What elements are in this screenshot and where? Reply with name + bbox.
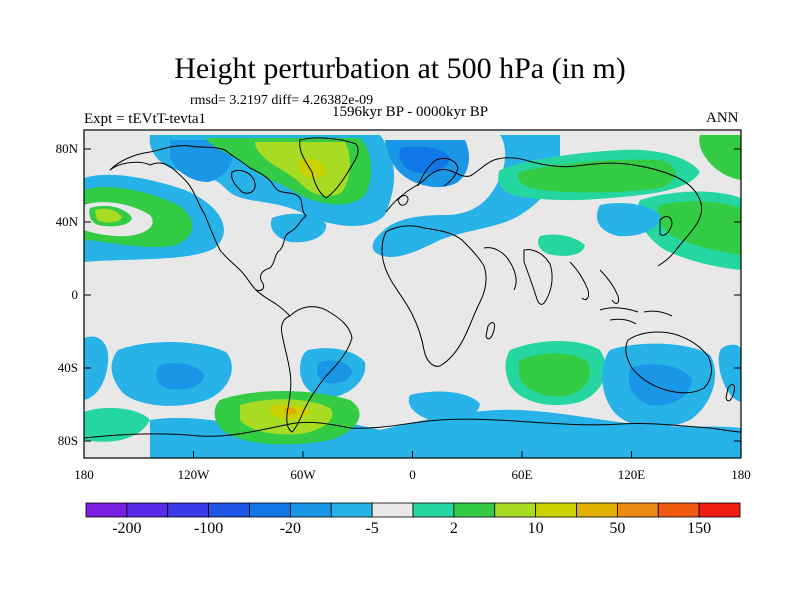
lon-label: 120E bbox=[618, 467, 646, 482]
lon-label: 60W bbox=[290, 467, 316, 482]
colorbar-swatch bbox=[126, 502, 169, 518]
coast-north-america bbox=[109, 145, 307, 291]
lon-label: 60E bbox=[512, 467, 533, 482]
colorbar-swatch bbox=[494, 502, 537, 518]
coast-madagascar bbox=[485, 322, 495, 340]
lat-label: 80N bbox=[56, 141, 79, 156]
chart-title: Height perturbation at 500 hPa (in m) bbox=[174, 52, 626, 85]
lon-label: 120W bbox=[178, 467, 211, 482]
colorbar-swatch bbox=[249, 502, 291, 518]
anomaly-sh-indian-green bbox=[518, 353, 590, 397]
coast-se-asia bbox=[569, 261, 619, 304]
anomaly-asia-green bbox=[538, 234, 585, 256]
colorbar-label: -100 bbox=[194, 520, 223, 537]
colorbar-swatch bbox=[698, 502, 741, 518]
anomaly-sh-atlantic-core bbox=[316, 360, 352, 384]
coast-uk bbox=[397, 195, 409, 206]
lat-label: 80S bbox=[58, 433, 78, 448]
lat-ticks bbox=[84, 148, 741, 442]
anomaly-atlantic-west bbox=[270, 213, 327, 243]
lon-label: 0 bbox=[409, 467, 416, 482]
colorbar-label: -200 bbox=[112, 520, 141, 537]
colorbar-swatch bbox=[453, 502, 496, 518]
coast-antarctica bbox=[84, 418, 741, 439]
colorbar-swatch bbox=[167, 502, 210, 518]
colorbar-label: 150 bbox=[687, 520, 711, 537]
lat-label: 40N bbox=[56, 214, 79, 229]
colorbar-label: 50 bbox=[609, 520, 625, 537]
season-label: ANN bbox=[706, 110, 739, 126]
coast-hudson bbox=[231, 169, 256, 194]
coast-new-zealand bbox=[725, 384, 735, 402]
coastlines bbox=[84, 137, 741, 439]
colorbar-swatch bbox=[85, 502, 128, 518]
lat-label: 0 bbox=[72, 287, 79, 302]
coast-indonesia bbox=[599, 307, 673, 325]
colorbar bbox=[85, 502, 741, 518]
coast-arabia-india bbox=[483, 247, 553, 305]
coast-europe bbox=[385, 157, 703, 267]
anomaly-sh-east-blue bbox=[718, 344, 741, 402]
colorbar-swatch bbox=[330, 502, 373, 518]
colorbar-swatch bbox=[208, 502, 250, 518]
anomaly-canada-dark bbox=[170, 140, 234, 182]
lat-label: 40S bbox=[58, 360, 78, 375]
colorbar-swatch bbox=[412, 502, 455, 518]
coast-greenland bbox=[299, 137, 359, 199]
colorbar-swatch bbox=[616, 502, 659, 518]
anomaly-siberia-light bbox=[517, 159, 676, 193]
anomaly-northeast-pacific-green bbox=[699, 135, 741, 180]
anomaly-np-yellow bbox=[95, 208, 122, 223]
lon-tick-labels: 180 120W 60W 0 60E 120E 180 bbox=[74, 467, 751, 482]
anomaly-sh-bottom-east-blue bbox=[408, 391, 480, 422]
anomaly-east-asia-blue bbox=[596, 203, 661, 237]
lon-ticks bbox=[83, 451, 742, 458]
colorbar-label: -20 bbox=[280, 520, 301, 537]
coast-australia bbox=[625, 331, 712, 394]
coast-japan bbox=[659, 216, 673, 236]
lat-tick-labels: 80N 40N 0 40S 80S bbox=[56, 141, 79, 448]
colorbar-label: -5 bbox=[365, 520, 378, 537]
anomaly-sh-pacific-core bbox=[156, 363, 204, 390]
lon-label: 180 bbox=[74, 467, 94, 482]
colorbar-label: 10 bbox=[528, 520, 544, 537]
colorbar-swatch bbox=[657, 502, 700, 518]
coast-scandinavia bbox=[417, 157, 459, 187]
anomaly-scandinavia-core bbox=[399, 146, 450, 174]
colorbar-swatch bbox=[535, 502, 577, 518]
anomaly-sh-australia-core bbox=[628, 364, 692, 406]
colorbar-swatch bbox=[576, 502, 618, 518]
colorbar-labels: -200 -100 -20 -5 2 10 50 150 bbox=[112, 520, 711, 537]
anomaly-sh-bottom-blue bbox=[169, 438, 240, 458]
colorbar-swatch bbox=[289, 502, 332, 518]
colorbar-label: 2 bbox=[450, 520, 458, 537]
stats-label: rmsd= 3.2197 diff= 4.26382e-09 bbox=[190, 93, 374, 108]
experiment-label: Expt = tEVtT-tevta1 bbox=[84, 111, 207, 127]
anomaly-east-pacific-green bbox=[657, 201, 741, 255]
anomaly-greenland-core bbox=[298, 158, 326, 179]
anomaly-sh-west-blue bbox=[84, 336, 109, 400]
lon-label: 180 bbox=[731, 467, 751, 482]
anomaly-sh-far-west-green bbox=[84, 407, 150, 442]
period-label: 1596kyr BP - 0000kyr BP bbox=[331, 104, 489, 120]
colorbar-swatch bbox=[371, 502, 414, 518]
coast-africa bbox=[381, 225, 487, 367]
coast-central-america bbox=[255, 289, 291, 317]
